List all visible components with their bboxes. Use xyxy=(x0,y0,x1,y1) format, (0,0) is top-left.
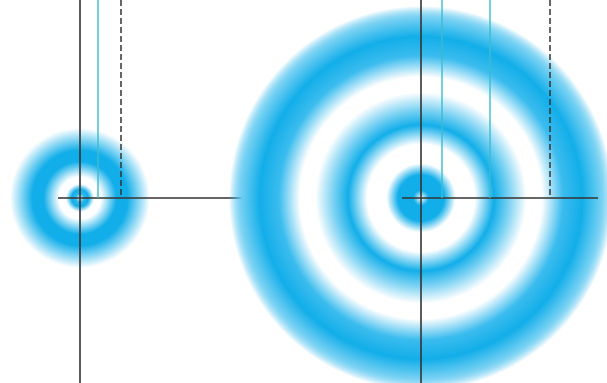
large-density-rings xyxy=(229,6,607,383)
small-orbital-panel xyxy=(10,0,256,383)
large-orbital-panel xyxy=(229,0,607,383)
